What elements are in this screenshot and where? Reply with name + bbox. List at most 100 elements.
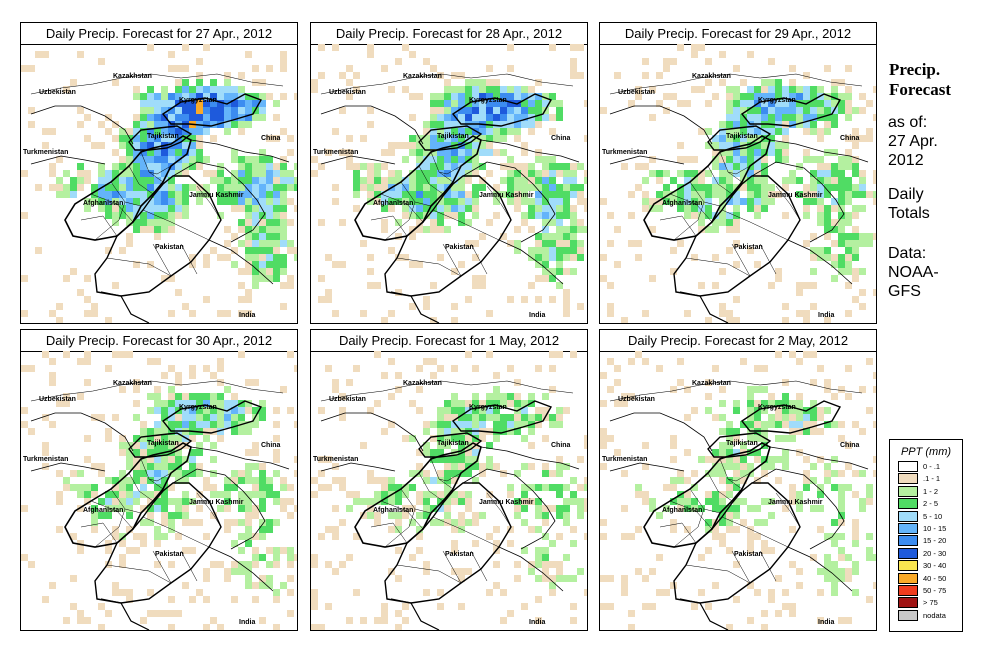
precip-cell (677, 477, 684, 484)
precip-cell (705, 491, 712, 498)
precip-cell (133, 379, 140, 386)
province-boundary (775, 185, 801, 221)
precip-cell (210, 79, 217, 86)
precip-cell (563, 575, 570, 582)
precip-cell (845, 247, 852, 254)
precip-cell (514, 177, 521, 184)
precip-cell (677, 470, 684, 477)
precip-cell (740, 184, 747, 191)
precip-cell (196, 393, 203, 400)
precip-cell (147, 149, 154, 156)
precip-cell (161, 477, 168, 484)
precip-cell (549, 351, 556, 358)
precip-cell (210, 561, 217, 568)
precip-cell (514, 128, 521, 135)
precip-cell (549, 100, 556, 107)
precip-cell (133, 456, 140, 463)
precip-cell (747, 184, 754, 191)
precip-cell (126, 547, 133, 554)
precip-cell (189, 449, 196, 456)
precip-cell (607, 282, 614, 289)
precip-cell (747, 191, 754, 198)
precip-cell (556, 198, 563, 205)
precip-cell (859, 303, 866, 310)
precip-cell (294, 184, 297, 191)
precip-cell (873, 170, 876, 177)
precip-cell (521, 177, 528, 184)
kashmir-border (172, 161, 266, 243)
precip-cell (367, 470, 374, 477)
precip-cell (311, 86, 318, 93)
precip-cell (77, 177, 84, 184)
precip-cell (444, 470, 451, 477)
precip-cell (768, 498, 775, 505)
precip-cell (507, 296, 514, 303)
precip-cell (252, 114, 259, 121)
precip-cell (182, 470, 189, 477)
precip-map: Kazakhstan Uzbekistan Kyrgyzstan Tajikistan… (600, 44, 876, 323)
precip-cell (395, 575, 402, 582)
precip-cell (154, 463, 161, 470)
province-boundary (430, 458, 454, 490)
precip-cell (154, 219, 161, 226)
kyrgyzstan-border (161, 400, 263, 434)
precip-cell (712, 226, 719, 233)
precip-cell (859, 289, 866, 296)
precip-cell (224, 491, 231, 498)
precip-cell (217, 435, 224, 442)
precip-cell (838, 498, 845, 505)
precip-cell (374, 198, 381, 205)
precip-cell (542, 512, 549, 519)
precip-cell (747, 393, 754, 400)
precip-cell (119, 351, 126, 358)
precip-cell (112, 191, 119, 198)
precip-cell (252, 233, 259, 240)
precip-cell (556, 114, 563, 121)
precip-cell (416, 198, 423, 205)
precip-cell (740, 456, 747, 463)
precip-cell (542, 205, 549, 212)
map-label-pakistan: Pakistan (445, 244, 474, 251)
map-label-kazakhstan: Kazakhstan (692, 380, 731, 387)
precip-cell (458, 212, 465, 219)
precip-cell (600, 442, 607, 449)
precip-cell (217, 212, 224, 219)
precip-cell (182, 156, 189, 163)
precip-cell (733, 240, 740, 247)
precip-cell (810, 282, 817, 289)
precip-cell (381, 149, 388, 156)
precip-cell (63, 170, 70, 177)
precip-cell (733, 156, 740, 163)
precip-cell (133, 442, 140, 449)
precip-cell (472, 79, 479, 86)
precip-cell (203, 393, 210, 400)
precip-cell (726, 505, 733, 512)
precip-cell (325, 526, 332, 533)
precip-cell (465, 456, 472, 463)
precip-cell (507, 491, 514, 498)
precip-cell (698, 505, 705, 512)
precip-cell (719, 463, 726, 470)
precip-cell (556, 226, 563, 233)
map-label-kazakhstan: Kazakhstan (403, 380, 442, 387)
precip-cell (294, 247, 297, 254)
precip-cell (238, 184, 245, 191)
precip-cell (451, 163, 458, 170)
precip-cell (224, 184, 231, 191)
precip-cell (803, 414, 810, 421)
precip-cell (733, 435, 740, 442)
precip-cell (318, 275, 325, 282)
province-boundary (418, 472, 444, 502)
precip-cell (698, 282, 705, 289)
precip-cell (437, 449, 444, 456)
precip-cell (388, 477, 395, 484)
precip-cell (733, 93, 740, 100)
precip-cell (126, 456, 133, 463)
precip-cell (444, 107, 451, 114)
precip-cell (584, 205, 587, 212)
precip-cell (642, 205, 649, 212)
precip-cell (252, 421, 259, 428)
precip-cell (831, 589, 838, 596)
precip-cell (507, 121, 514, 128)
precip-cell (500, 128, 507, 135)
